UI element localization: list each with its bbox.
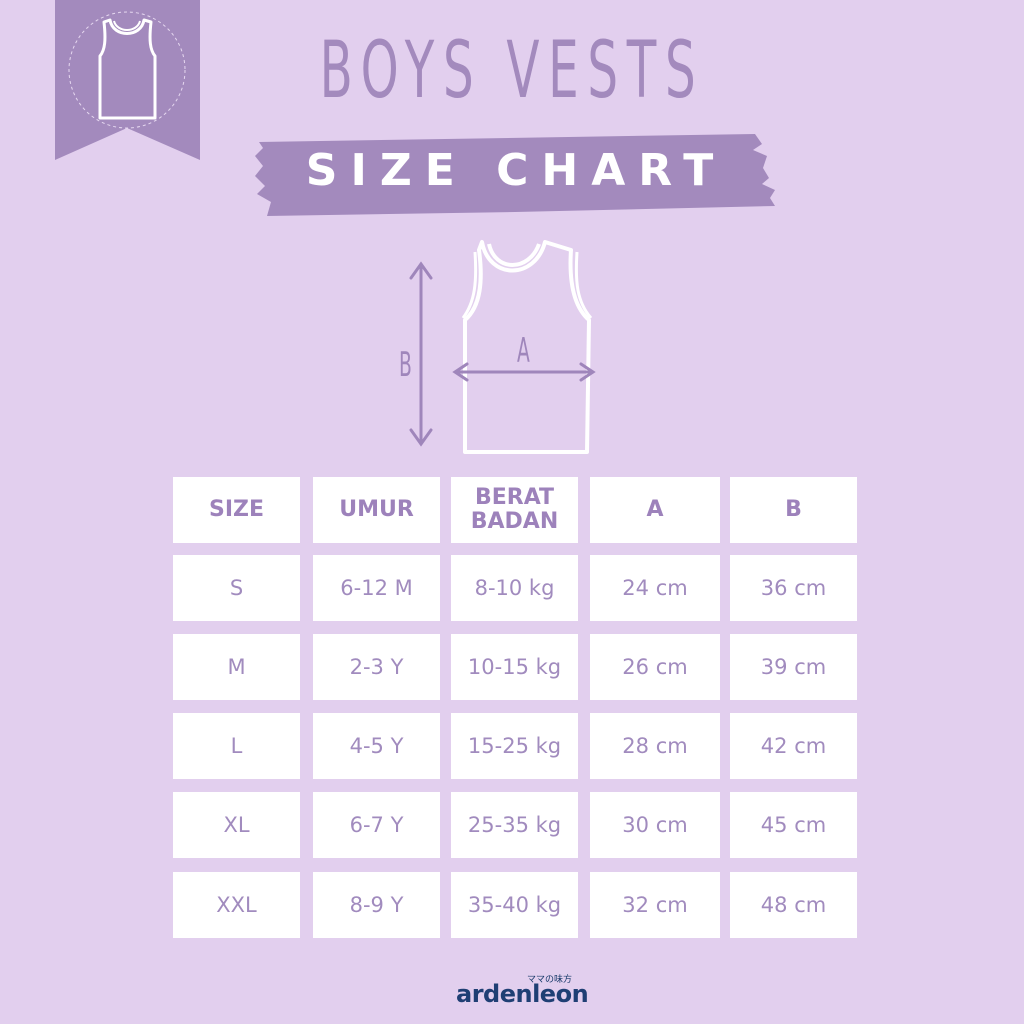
- table-cell-b: 42 cm: [730, 713, 857, 779]
- measure-arrow-a: [452, 362, 596, 382]
- table-cell-b: 36 cm: [730, 555, 857, 621]
- table-cell-b: 48 cm: [730, 872, 857, 938]
- table-cell-size: S: [173, 555, 300, 621]
- header-cell-umur: UMUR: [313, 477, 440, 543]
- table-cell-a: 30 cm: [590, 792, 720, 858]
- brand-tagline: ママの味方: [527, 975, 573, 985]
- page-subtitle: SIZE CHART: [305, 145, 727, 196]
- header-cell-size: SIZE: [173, 477, 300, 543]
- table-cell-umur: 2-3 Y: [313, 634, 440, 700]
- table-cell-a: 32 cm: [590, 872, 720, 938]
- table-cell-size: L: [173, 713, 300, 779]
- table-cell-berat: 15-25 kg: [451, 713, 578, 779]
- vest-measurement-diagram: B A: [399, 240, 596, 454]
- header-cell-a: A: [590, 477, 720, 543]
- ribbon-badge: [55, 0, 200, 160]
- brush-stroke-banner: [255, 134, 775, 216]
- vest-armhole-left: [461, 251, 478, 319]
- measure-label-a: A: [517, 332, 530, 370]
- brand-name: ardenleon: [456, 980, 589, 1008]
- header-cell-berat-badan: BERAT BADAN: [451, 477, 578, 543]
- table-cell-umur: 6-12 M: [313, 555, 440, 621]
- table-cell-size: M: [173, 634, 300, 700]
- header-cell-b: B: [730, 477, 857, 543]
- table-cell-berat: 8-10 kg: [451, 555, 578, 621]
- measure-label-b: B: [399, 346, 412, 384]
- page-title: BOYS VESTS: [319, 26, 705, 116]
- table-cell-umur: 8-9 Y: [313, 872, 440, 938]
- table-cell-size: XL: [173, 792, 300, 858]
- vest-armhole-right: [574, 251, 593, 319]
- table-cell-b: 39 cm: [730, 634, 857, 700]
- table-cell-a: 24 cm: [590, 555, 720, 621]
- vest-collar: [487, 243, 541, 267]
- table-cell-a: 28 cm: [590, 713, 720, 779]
- table-cell-umur: 4-5 Y: [313, 713, 440, 779]
- table-cell-berat: 25-35 kg: [451, 792, 578, 858]
- vest-outline: [463, 240, 591, 454]
- table-cell-size: XXL: [173, 872, 300, 938]
- table-cell-b: 45 cm: [730, 792, 857, 858]
- measure-arrow-b: [409, 261, 433, 447]
- table-cell-a: 26 cm: [590, 634, 720, 700]
- table-cell-umur: 6-7 Y: [313, 792, 440, 858]
- table-cell-berat: 10-15 kg: [451, 634, 578, 700]
- table-cell-berat: 35-40 kg: [451, 872, 578, 938]
- vest-icon: [98, 18, 157, 120]
